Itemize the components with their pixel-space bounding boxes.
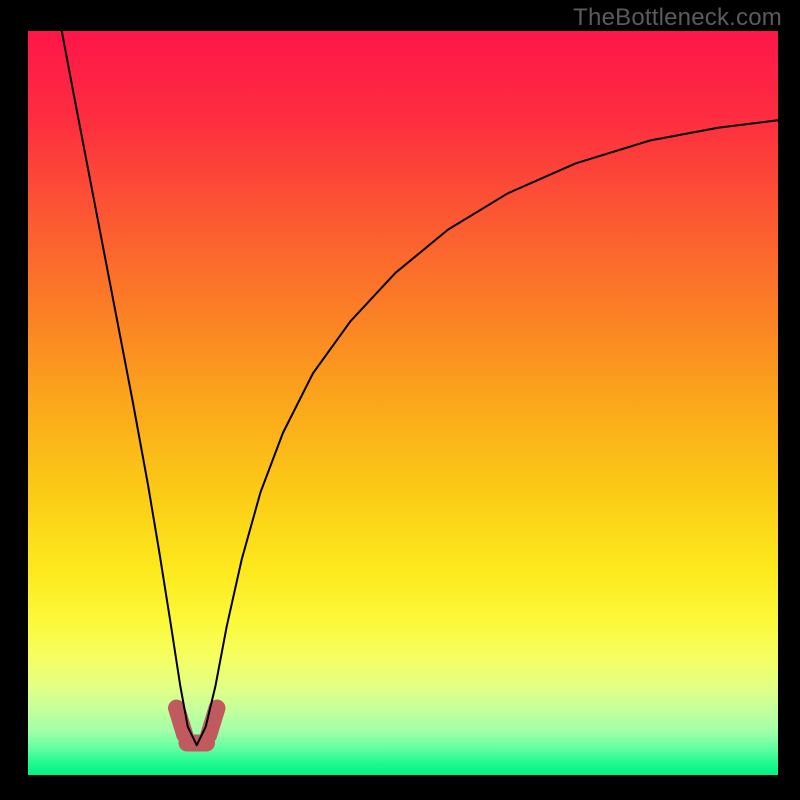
plot-svg xyxy=(28,31,778,775)
watermark-text: TheBottleneck.com xyxy=(573,4,782,32)
chart-frame: TheBottleneck.com xyxy=(0,0,800,800)
plot-area xyxy=(28,31,778,775)
gradient-background xyxy=(28,31,778,775)
